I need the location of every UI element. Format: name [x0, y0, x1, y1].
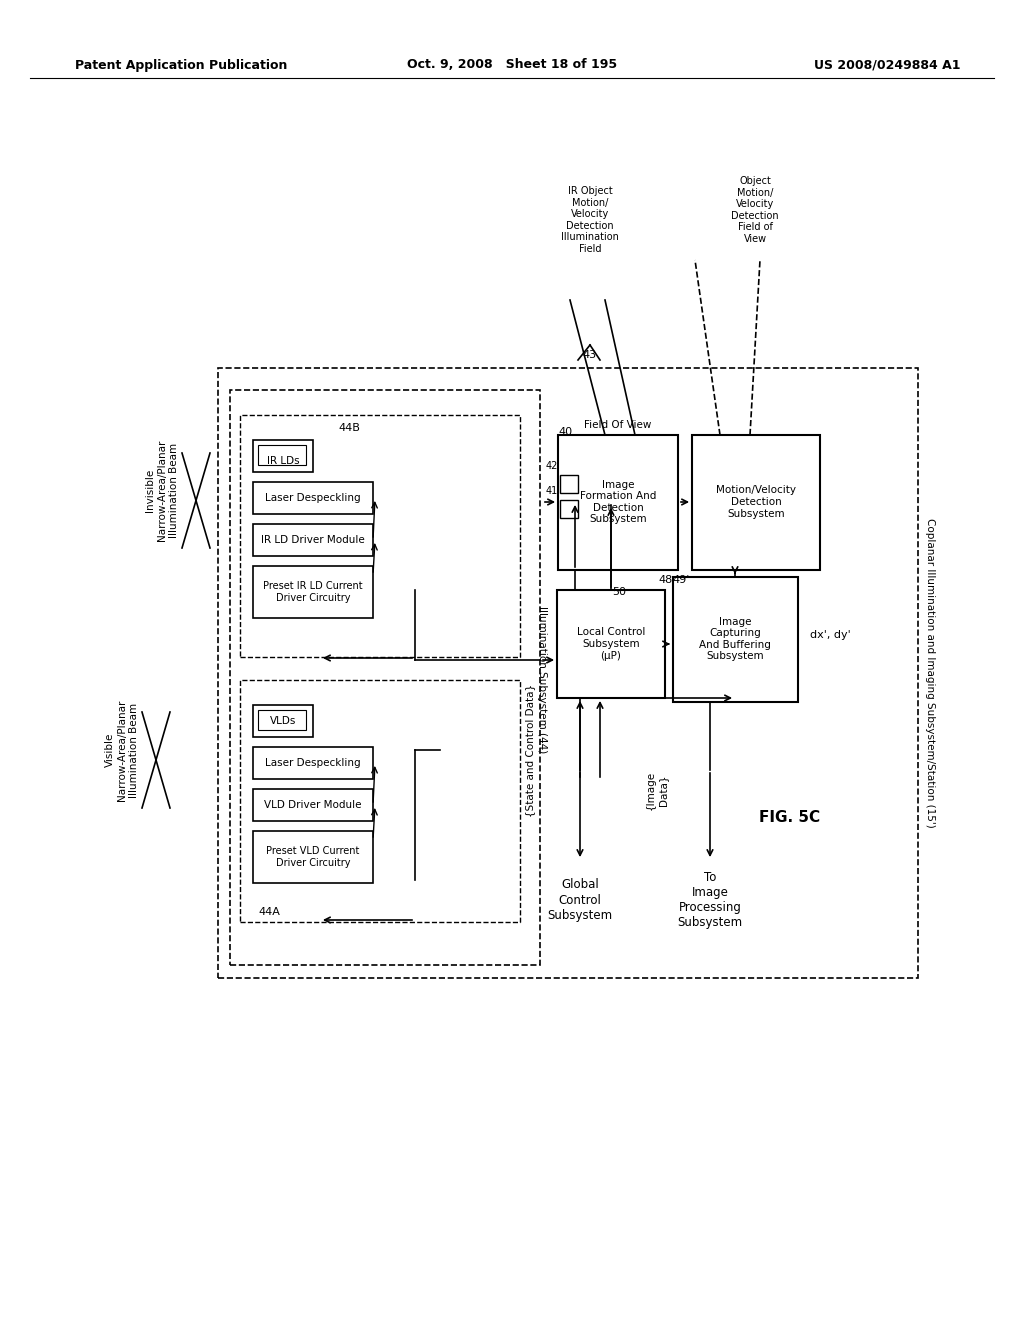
Bar [253, 832, 373, 883]
Text: 48: 48 [658, 576, 673, 585]
Bar [258, 710, 306, 730]
Bar [253, 705, 313, 737]
Text: VLDs: VLDs [269, 715, 296, 726]
Bar [253, 440, 313, 473]
Text: 42: 42 [546, 461, 558, 471]
Text: Image
Formation And
Detection
Subsystem: Image Formation And Detection Subsystem [580, 479, 656, 524]
Text: 49': 49' [673, 576, 690, 585]
Bar [558, 436, 678, 570]
Text: Visible
Narrow-Area/Planar
Illumination Beam: Visible Narrow-Area/Planar Illumination … [105, 700, 138, 801]
Text: Oct. 9, 2008   Sheet 18 of 195: Oct. 9, 2008 Sheet 18 of 195 [407, 58, 617, 71]
Bar [560, 475, 578, 492]
Bar [253, 747, 373, 779]
Text: dx', dy': dx', dy' [810, 630, 851, 640]
Bar [218, 368, 918, 978]
Text: Image
Capturing
And Buffering
Subsystem: Image Capturing And Buffering Subsystem [699, 616, 771, 661]
Text: VLD Driver Module: VLD Driver Module [264, 800, 361, 810]
Bar [253, 789, 373, 821]
Bar [253, 566, 373, 618]
Bar [253, 482, 373, 513]
Text: 41: 41 [546, 486, 558, 496]
Text: 40: 40 [558, 426, 572, 437]
Bar [673, 577, 798, 702]
Bar [253, 524, 373, 556]
Bar [240, 414, 520, 657]
Bar [240, 680, 520, 921]
Text: 50: 50 [612, 587, 626, 597]
Text: 44A: 44A [258, 907, 280, 917]
Text: Local Control
Subsystem
(μP): Local Control Subsystem (μP) [577, 627, 645, 660]
Text: IR Object
Motion/
Velocity
Detection
Illumination
Field: IR Object Motion/ Velocity Detection Ill… [561, 186, 618, 253]
Text: US 2008/0249884 A1: US 2008/0249884 A1 [813, 58, 961, 71]
Text: FIG. 5C: FIG. 5C [760, 810, 820, 825]
Text: IR LD Driver Module: IR LD Driver Module [261, 535, 365, 545]
Text: IR LDs: IR LDs [266, 455, 299, 466]
Bar [692, 436, 820, 570]
Text: Object
Motion/
Velocity
Detection
Field of
View: Object Motion/ Velocity Detection Field … [731, 176, 779, 244]
Text: {State and Control Data}: {State and Control Data} [525, 684, 535, 817]
Text: 44B: 44B [338, 422, 359, 433]
Bar [230, 389, 540, 965]
Bar [557, 590, 665, 698]
Text: Laser Despeckling: Laser Despeckling [265, 758, 360, 768]
Text: Global
Control
Subsystem: Global Control Subsystem [548, 879, 612, 921]
Text: Field Of View: Field Of View [585, 420, 651, 430]
Text: Preset VLD Current
Driver Circuitry: Preset VLD Current Driver Circuitry [266, 846, 359, 867]
Text: Invisible
Narrow-Area/Planar
Illumination Beam: Invisible Narrow-Area/Planar Illuminatio… [145, 440, 178, 541]
Text: Coplanar Illumination and Imaging Subsystem/Station (15'): Coplanar Illumination and Imaging Subsys… [925, 519, 935, 828]
Text: To
Image
Processing
Subsystem: To Image Processing Subsystem [678, 871, 742, 929]
Bar [258, 445, 306, 465]
Text: Motion/Velocity
Detection
Subsystem: Motion/Velocity Detection Subsystem [716, 486, 796, 519]
Text: Preset IR LD Current
Driver Circuitry: Preset IR LD Current Driver Circuitry [263, 581, 362, 603]
Text: Laser Despeckling: Laser Despeckling [265, 492, 360, 503]
Text: {Image
Data}: {Image Data} [646, 771, 668, 809]
Text: Illumination Subsystem (44): Illumination Subsystem (44) [537, 606, 547, 754]
Text: Patent Application Publication: Patent Application Publication [75, 58, 288, 71]
Bar [560, 500, 578, 517]
Text: 43: 43 [582, 350, 596, 360]
